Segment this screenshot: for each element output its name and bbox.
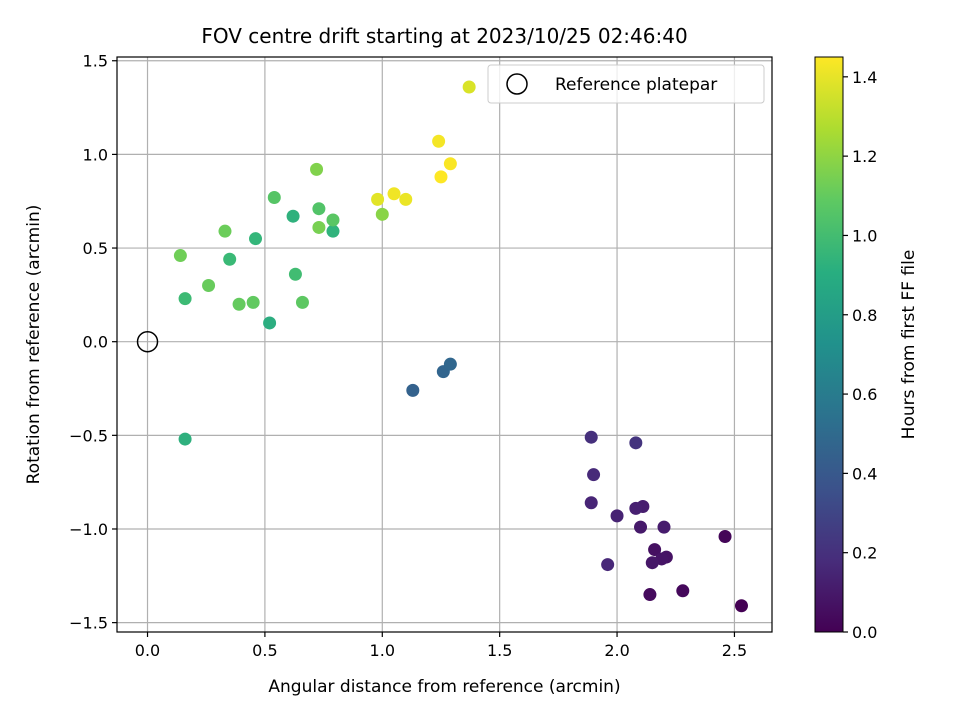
y-tick-label: −0.5 [69, 426, 108, 445]
x-tick-label: 0.0 [135, 641, 160, 660]
data-point [601, 558, 615, 572]
data-point [645, 556, 659, 570]
data-point [676, 584, 690, 598]
x-axis-ticks: 0.0 0.5 1.0 1.5 2.0 2.5 [135, 632, 747, 660]
data-point [232, 297, 246, 311]
data-point [310, 162, 324, 176]
chart-title: FOV centre drift starting at 2023/10/25 … [201, 24, 687, 48]
reference-platepar-marker [136, 330, 159, 353]
data-point [648, 543, 662, 557]
data-point [218, 224, 232, 238]
data-point [584, 430, 598, 444]
data-point [406, 383, 420, 397]
data-point [312, 202, 326, 216]
data-point [718, 529, 732, 543]
data-point [267, 190, 281, 204]
data-point [634, 520, 648, 534]
legend-box [487, 64, 765, 104]
y-tick-label: −1.5 [69, 614, 108, 633]
legend-entry-reference-platepar: Reference platepar [555, 75, 717, 95]
data-point [286, 209, 300, 223]
plot-frame [116, 56, 773, 633]
x-tick-label: 1.0 [370, 641, 395, 660]
data-point [587, 468, 601, 482]
data-point [326, 213, 340, 227]
legend: Reference platepar [487, 64, 765, 104]
data-point [312, 220, 326, 234]
x-tick-label: 2.0 [604, 641, 629, 660]
y-tick-label: 0.5 [83, 239, 108, 258]
data-point [462, 80, 476, 94]
data-point [434, 170, 448, 184]
colorbar-tick-label: 0.2 [852, 544, 877, 563]
colorbar-tick-label: 1.4 [852, 68, 877, 87]
x-tick-label: 1.5 [487, 641, 512, 660]
data-point [288, 267, 302, 281]
x-tick-label: 0.5 [252, 641, 277, 660]
data-point [584, 496, 598, 510]
legend-reference-marker [506, 73, 528, 95]
colorbar-tick-label: 0.6 [852, 385, 877, 404]
colorbar [814, 56, 844, 633]
y-tick-label: 1.0 [83, 145, 108, 164]
data-point [371, 192, 385, 206]
y-axis-label: Rotation from reference (arcmin) [24, 205, 44, 485]
data-point [202, 279, 216, 293]
x-axis-label: Angular distance from reference (arcmin) [268, 677, 620, 697]
x-tick-label: 2.5 [722, 641, 747, 660]
data-point [443, 357, 457, 371]
y-tick-label: 1.5 [83, 52, 108, 71]
data-point [246, 295, 260, 309]
data-point [223, 252, 237, 266]
data-points [173, 80, 748, 613]
data-point [610, 509, 624, 523]
data-point [432, 134, 446, 148]
y-axis-ticks: −1.5 −1.0 −0.5 0.0 0.5 1.0 1.5 [69, 52, 117, 633]
data-point [657, 520, 671, 534]
data-point [643, 588, 657, 602]
y-tick-label: −1.0 [69, 520, 108, 539]
colorbar-tick-label: 0.4 [852, 464, 877, 483]
data-point [629, 501, 643, 515]
colorbar-tick-label: 0.8 [852, 306, 877, 325]
data-point [263, 316, 277, 330]
data-point [249, 232, 263, 246]
data-point [295, 295, 309, 309]
data-point [399, 192, 413, 206]
y-tick-label: 0.0 [83, 333, 108, 352]
grid [117, 57, 772, 632]
data-point [443, 157, 457, 171]
colorbar-label: Hours from first FF file [899, 250, 919, 440]
colorbar-ticks: 0.0 0.2 0.4 0.6 0.8 1.0 1.2 1.4 [843, 68, 877, 642]
colorbar-tick-label: 0.0 [852, 623, 877, 642]
data-point [734, 599, 748, 613]
data-point [178, 292, 192, 306]
data-point [173, 249, 187, 263]
data-point [629, 436, 643, 450]
colorbar-tick-label: 1.0 [852, 226, 877, 245]
data-point [387, 187, 401, 201]
colorbar-tick-label: 1.2 [852, 147, 877, 166]
data-point [375, 207, 389, 221]
data-point [326, 224, 340, 238]
data-point [178, 432, 192, 446]
